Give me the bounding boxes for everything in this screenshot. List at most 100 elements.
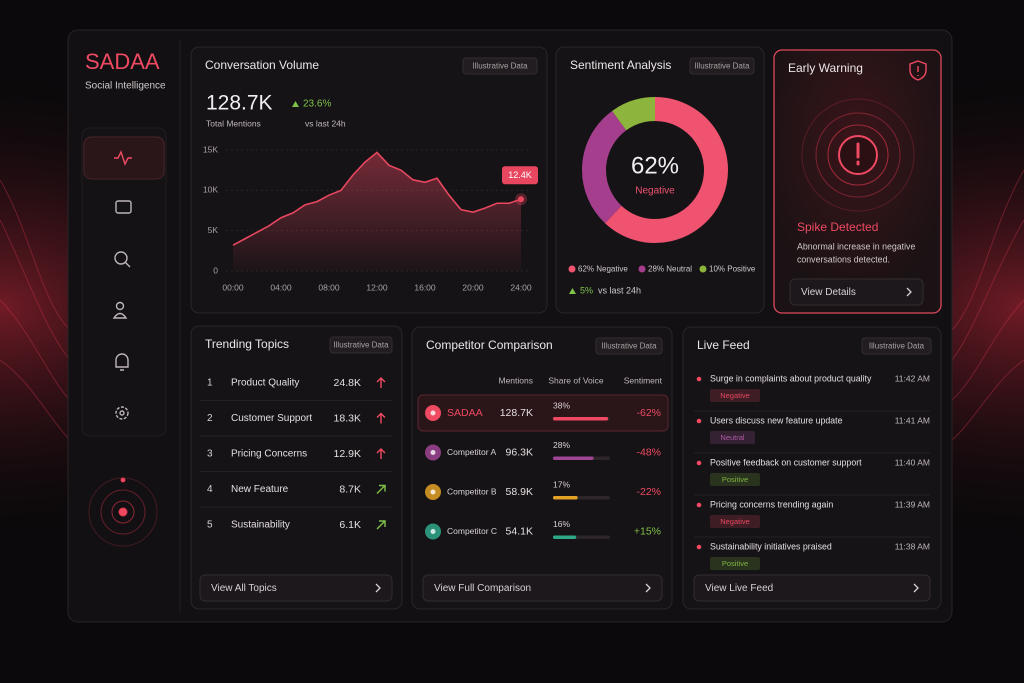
total-mentions: 128.7K [206, 92, 273, 115]
topic-name: Product Quality [231, 378, 299, 389]
tag-label: Neutral [720, 433, 745, 442]
legend-swatch [699, 265, 707, 273]
y-tick-label: 10K [203, 185, 218, 195]
sentiment-value: -48% [636, 446, 661, 458]
rank: 1 [207, 378, 213, 389]
trend-icon [376, 377, 386, 388]
share-label: 17% [553, 479, 570, 489]
mentions: 54.1K [506, 525, 533, 537]
change-icon [569, 288, 576, 294]
legend-name: Positive [727, 265, 756, 274]
button[interactable] [789, 278, 924, 306]
tag-label: Positive [722, 475, 748, 484]
feed-dot [696, 418, 702, 424]
tag [710, 389, 760, 402]
badge [689, 57, 755, 75]
x-tick-label: 16:00 [414, 282, 436, 292]
tag [710, 515, 760, 528]
card-title: Conversation Volume [205, 58, 319, 72]
trend-icon [376, 520, 386, 530]
button[interactable] [199, 574, 393, 602]
rank: 4 [207, 484, 213, 495]
trend-icon [376, 484, 386, 494]
x-tick-label: 20:00 [462, 282, 484, 292]
feed-time: 11:40 AM [895, 457, 930, 467]
nav-settings[interactable] [115, 406, 129, 420]
card [555, 46, 765, 314]
card [682, 326, 942, 610]
column-header: Mentions [499, 375, 534, 385]
share-label: 38% [553, 400, 570, 410]
center-value: 62% [631, 152, 679, 179]
brand-tagline: Social Intelligence [85, 81, 166, 92]
nav-messages[interactable] [115, 200, 132, 214]
avatar-dot [430, 410, 436, 416]
topic-count: 18.3K [334, 412, 361, 424]
legend-swatch [638, 265, 646, 273]
feed-time: 11:39 AM [895, 499, 930, 509]
avatar-dot [430, 489, 436, 495]
nav-users[interactable] [115, 301, 125, 311]
rank: 2 [207, 413, 213, 424]
badge-label: Illustrative Data [869, 342, 925, 351]
x-tick-label: 00:00 [222, 282, 244, 292]
card-title: Trending Topics [205, 337, 289, 351]
legend-name: Neutral [666, 265, 692, 274]
feed-time: 11:42 AM [895, 373, 930, 383]
mentions: 96.3K [506, 446, 533, 458]
nav-active[interactable] [83, 136, 165, 180]
chevron [375, 583, 381, 593]
share-bar [553, 535, 577, 539]
warning-ring [801, 98, 915, 212]
legend-label: 10% Positive [709, 265, 756, 274]
feed-dot [696, 502, 702, 508]
badge-label: Illustrative Data [601, 342, 657, 351]
feed-text: Positive feedback on customer support [710, 457, 862, 467]
x-tick-label: 24:00 [510, 282, 532, 292]
competitor-name: Competitor B [447, 486, 497, 496]
share-bar [553, 456, 594, 460]
badge [329, 336, 393, 354]
area [233, 152, 521, 271]
x-tick-label: 04:00 [270, 282, 292, 292]
trend-icon [376, 412, 386, 424]
card [411, 326, 673, 610]
radar [88, 477, 158, 547]
card [190, 325, 403, 610]
button-label: View Full Comparison [434, 583, 531, 594]
sentiment-value: +15% [634, 525, 661, 537]
nav [81, 127, 167, 437]
card-title: Live Feed [697, 338, 750, 352]
sentiment-value: -22% [636, 486, 661, 498]
topic-count: 12.9K [334, 448, 361, 460]
feed-dot [696, 460, 702, 466]
sentiment-value: -62% [636, 407, 661, 419]
rank: 5 [207, 520, 213, 531]
tag-label: Positive [722, 559, 748, 568]
feed-time: 11:41 AM [895, 415, 930, 425]
button[interactable] [422, 574, 663, 602]
change-value: 23.6% [303, 99, 331, 110]
button-label: View All Topics [211, 583, 277, 594]
mentions: 128.7K [500, 407, 533, 419]
warning-ring [815, 112, 901, 198]
chevron [906, 287, 912, 297]
card-title: Early Warning [788, 61, 863, 75]
feed-dot [696, 544, 702, 550]
warning-ring [827, 124, 889, 186]
nav-activity[interactable] [114, 150, 132, 166]
topic-count: 6.1K [339, 519, 361, 531]
share-bar [553, 496, 578, 500]
button[interactable] [693, 574, 931, 602]
nav-alerts[interactable] [115, 353, 129, 371]
waves [0, 169, 1024, 441]
legend-value: 10% [709, 265, 725, 274]
nav-search[interactable] [114, 251, 128, 265]
change-label: vs last 24h [598, 285, 641, 295]
chevron [913, 583, 919, 593]
column-header: Share of Voice [548, 375, 604, 385]
badge [861, 337, 932, 355]
topic-name: New Feature [231, 484, 289, 495]
legend-label: 28% Neutral [648, 265, 692, 274]
